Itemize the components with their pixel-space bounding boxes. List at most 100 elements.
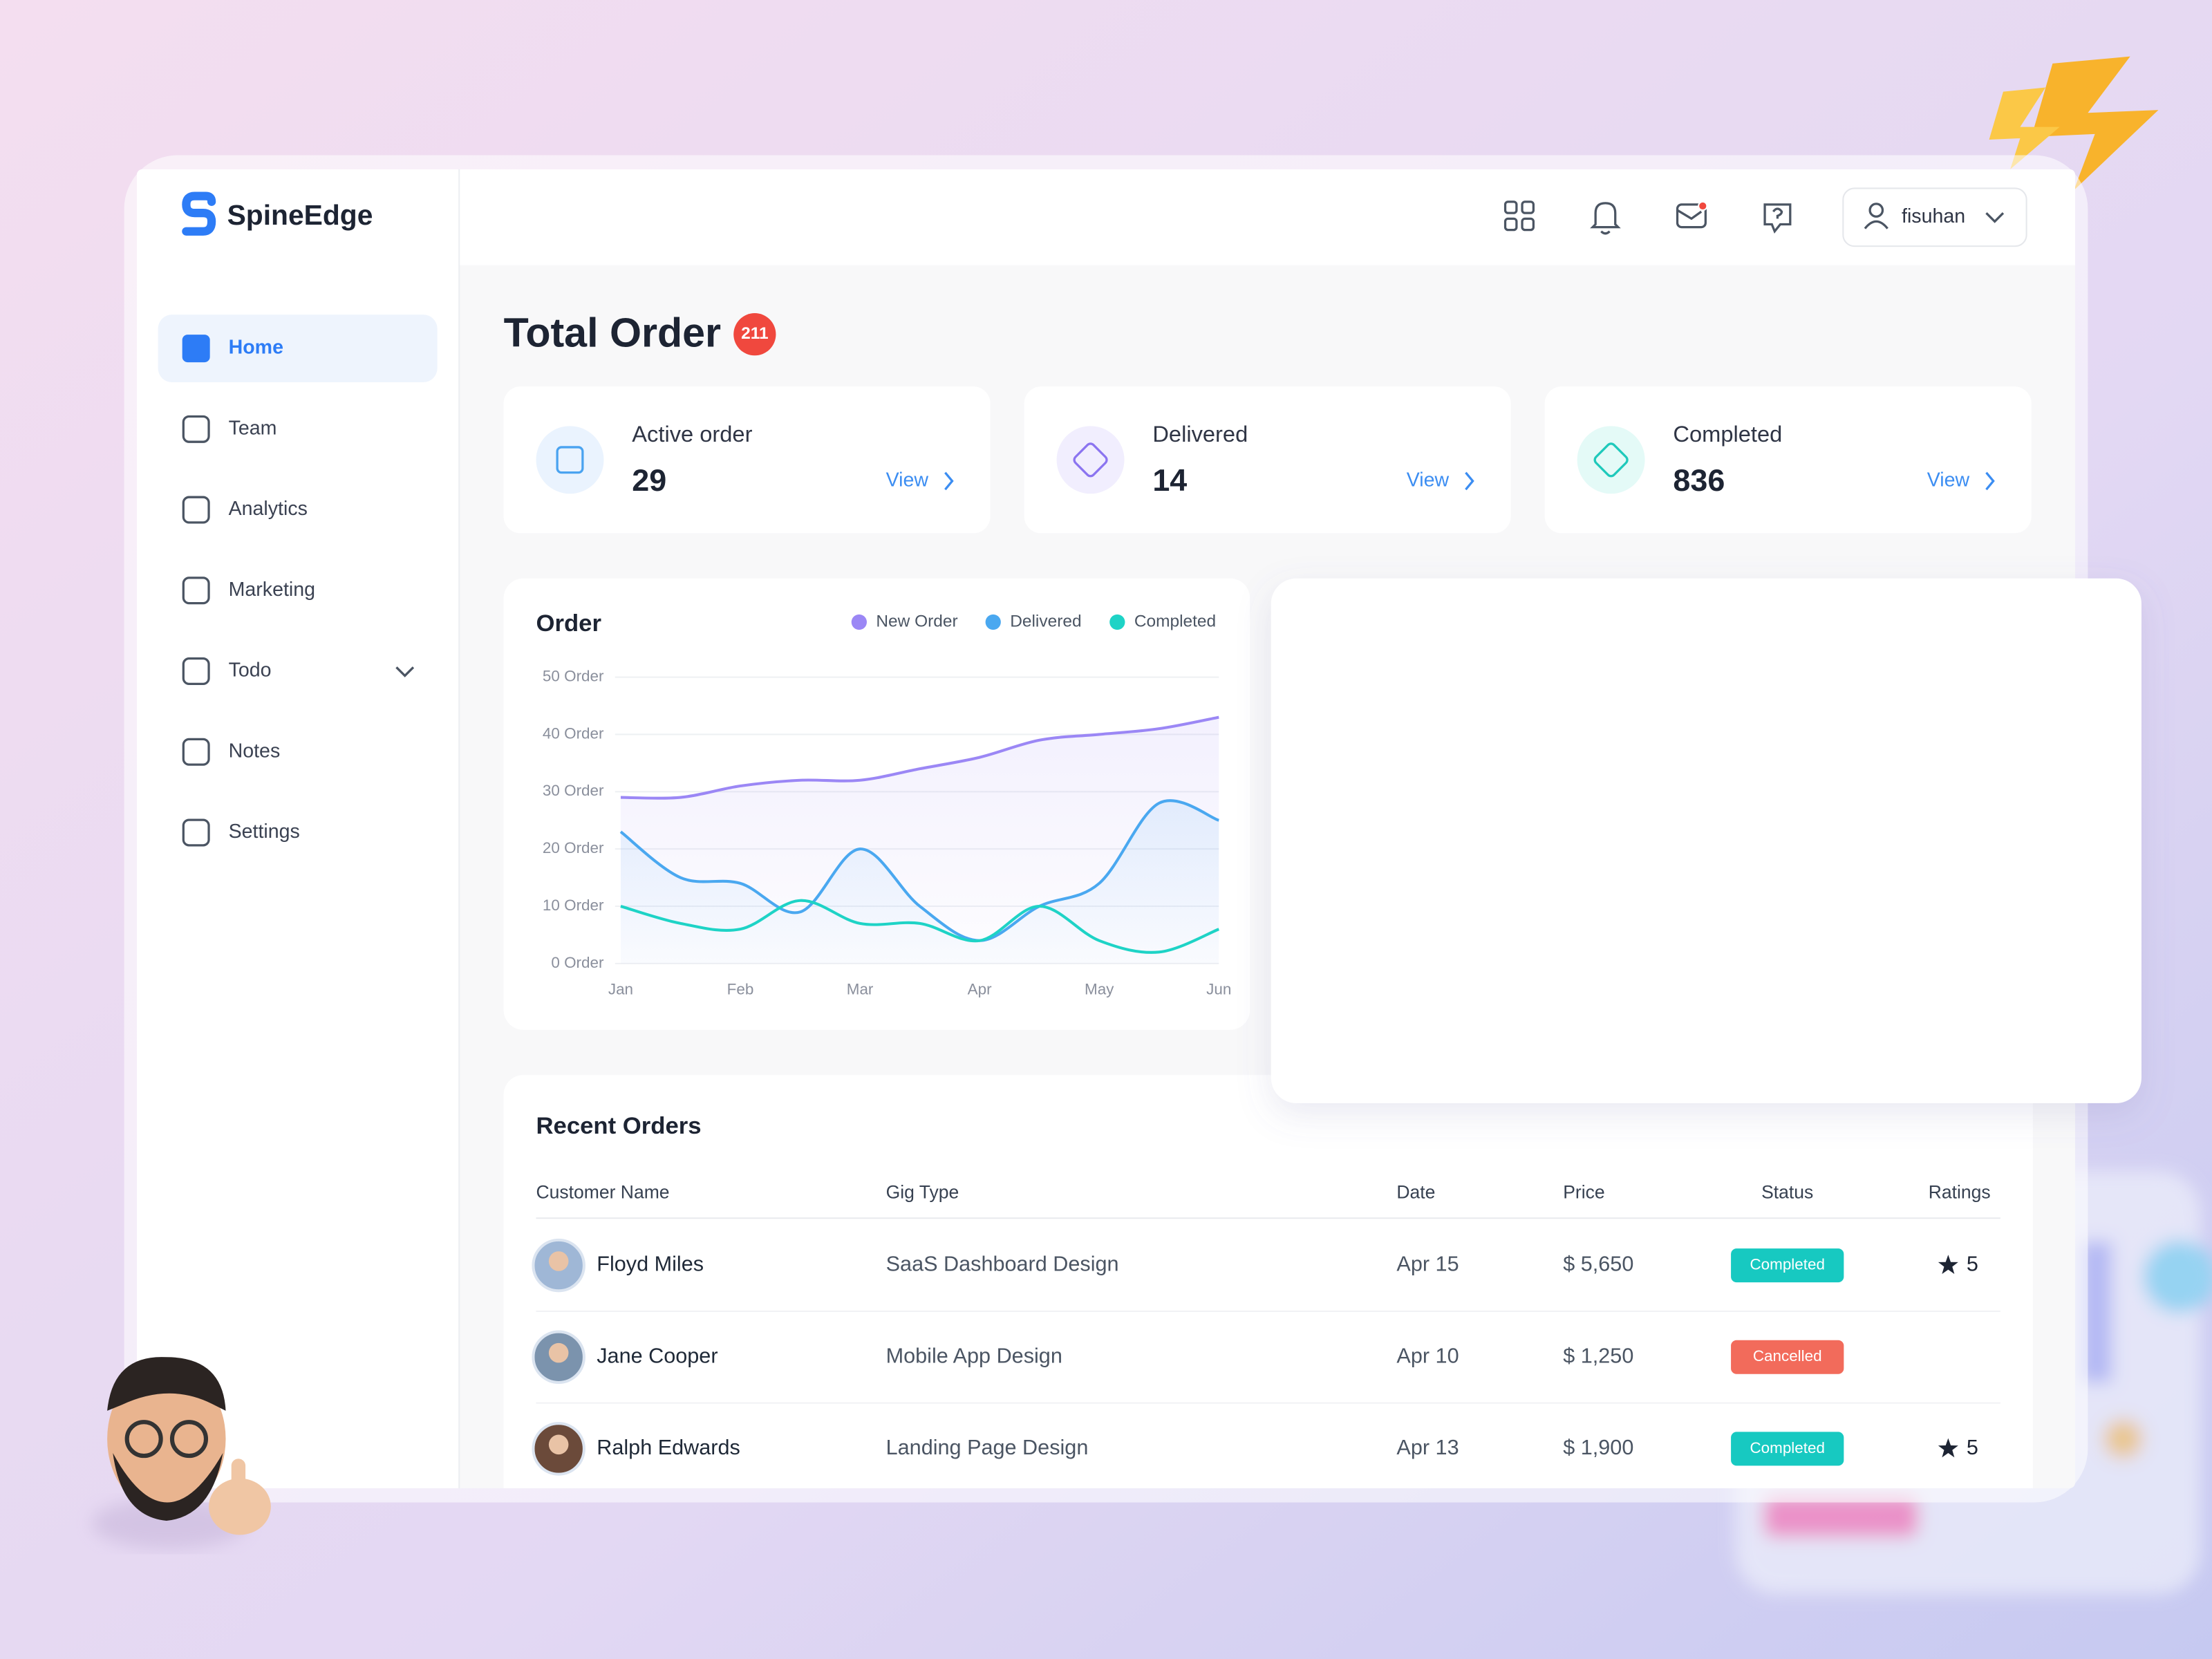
avatar-face — [548, 1342, 569, 1363]
user-icon-body — [1864, 220, 1888, 229]
bell-icon[interactable] — [1590, 202, 1621, 235]
y-tick-label: 40 Order — [543, 724, 604, 742]
card-link-chevron — [1465, 471, 1474, 491]
card-icon-bg — [1056, 426, 1125, 494]
gig-type: Mobile App Design — [886, 1344, 1062, 1367]
column-header: Customer Name — [536, 1182, 670, 1203]
series-area — [620, 800, 1219, 964]
y-tick-label: 50 Order — [543, 668, 604, 685]
avatar-face — [548, 1251, 569, 1271]
nav-item[interactable]: Settings — [229, 821, 300, 843]
order-date: Apr 10 — [1396, 1344, 1459, 1367]
column-header: Status — [1761, 1182, 1813, 1203]
legend-label: New Order — [876, 612, 957, 630]
nav-item[interactable]: Marketing — [229, 579, 315, 601]
avatar-face — [548, 1434, 569, 1455]
nav-item[interactable]: Team — [229, 417, 277, 439]
card-link[interactable]: View — [1927, 469, 1970, 491]
x-tick-label: Feb — [727, 981, 754, 998]
order-date: Apr 13 — [1396, 1436, 1459, 1459]
legend-label: Delivered — [1010, 612, 1081, 630]
card-value: 29 — [632, 462, 666, 498]
table-title: Recent Orders — [536, 1113, 702, 1139]
nav-active-bg — [158, 315, 438, 383]
nav-icon — [182, 496, 210, 524]
card-link[interactable]: View — [886, 469, 929, 491]
total-badge — [733, 313, 776, 356]
gig-type: SaaS Dashboard Design — [886, 1253, 1119, 1276]
brand: SpineEdge — [227, 199, 373, 231]
status-badge — [1731, 1432, 1844, 1466]
y-tick-label: 30 Order — [543, 782, 604, 799]
chart-title: Order — [536, 610, 601, 637]
help-icon[interactable] — [1763, 203, 1792, 234]
card-link[interactable]: View — [1407, 469, 1450, 491]
card-label: Delivered — [1152, 421, 1248, 447]
status-text: Completed — [1750, 1439, 1825, 1456]
customer-name: Ralph Edwards — [597, 1436, 740, 1459]
x-tick-label: Jun — [1206, 981, 1231, 998]
order-price: $ 5,650 — [1563, 1253, 1633, 1276]
user-name: fisuhan — [1902, 205, 1965, 227]
series-line — [620, 715, 1219, 800]
order-price: $ 1,250 — [1563, 1344, 1633, 1367]
legend-dot — [985, 614, 1001, 630]
x-tick-label: May — [1085, 981, 1114, 998]
card-value: 836 — [1673, 462, 1725, 498]
nav-item[interactable]: Todo — [229, 659, 272, 682]
column-header: Gig Type — [886, 1182, 959, 1203]
todo-chevron[interactable] — [395, 666, 415, 677]
card-value: 14 — [1152, 462, 1187, 498]
avatar-decoration — [91, 1357, 271, 1549]
nav-item[interactable]: Home — [229, 337, 283, 359]
rating-star — [1938, 1438, 1958, 1458]
card-icon-bg — [1577, 426, 1645, 494]
nav-icon — [182, 738, 210, 766]
rating-value: 5 — [1967, 1253, 1978, 1276]
card-link-chevron — [944, 471, 954, 491]
card-link-chevron — [1985, 471, 1995, 491]
card-icon-bg — [536, 426, 604, 494]
apps-icon[interactable] — [1503, 200, 1535, 232]
page-title: Total Order — [504, 309, 722, 355]
mail-icon[interactable] — [1676, 200, 1708, 229]
logo: SpineEdge — [182, 191, 373, 236]
column-header: Price — [1563, 1182, 1604, 1203]
status-badge — [1731, 1340, 1844, 1374]
nav-icon — [182, 577, 210, 605]
card-icon — [1593, 442, 1629, 478]
card-label: Completed — [1673, 421, 1782, 447]
nav-item[interactable]: Notes — [229, 740, 281, 762]
nav-icon — [182, 818, 210, 847]
summary-card — [503, 386, 991, 534]
gig-type: Landing Page Design — [886, 1436, 1089, 1459]
nav-icon — [182, 657, 210, 686]
rating-star — [1938, 1255, 1958, 1275]
y-tick-label: 20 Order — [543, 839, 604, 856]
user-chevron — [1985, 212, 2005, 223]
legend-dot — [1109, 614, 1125, 630]
user-menu[interactable]: fisuhan — [1842, 187, 2027, 247]
nav-item[interactable]: Analytics — [229, 498, 308, 520]
x-tick-label: Jan — [608, 981, 633, 998]
lightning-decoration — [1989, 56, 2159, 191]
status-badge — [1731, 1248, 1844, 1283]
card-icon — [1073, 442, 1108, 478]
header — [460, 169, 2076, 265]
user-icon — [1868, 203, 1884, 218]
y-tick-label: 10 Order — [543, 897, 604, 914]
y-tick-label: 0 Order — [551, 954, 604, 971]
status-text: Completed — [1750, 1256, 1825, 1273]
x-tick-label: Apr — [968, 981, 992, 998]
summary-card — [1024, 386, 1511, 534]
content: Active order 29 View Delivered 14 View Complet… — [503, 386, 2033, 1489]
nav-icon — [182, 335, 210, 363]
legend-label: Completed — [1134, 612, 1216, 630]
user-box[interactable] — [1842, 187, 2027, 247]
series-line — [620, 899, 1220, 954]
chart-card — [1271, 578, 2141, 1103]
legend-dot — [851, 614, 867, 630]
header-icons — [1503, 200, 1792, 235]
